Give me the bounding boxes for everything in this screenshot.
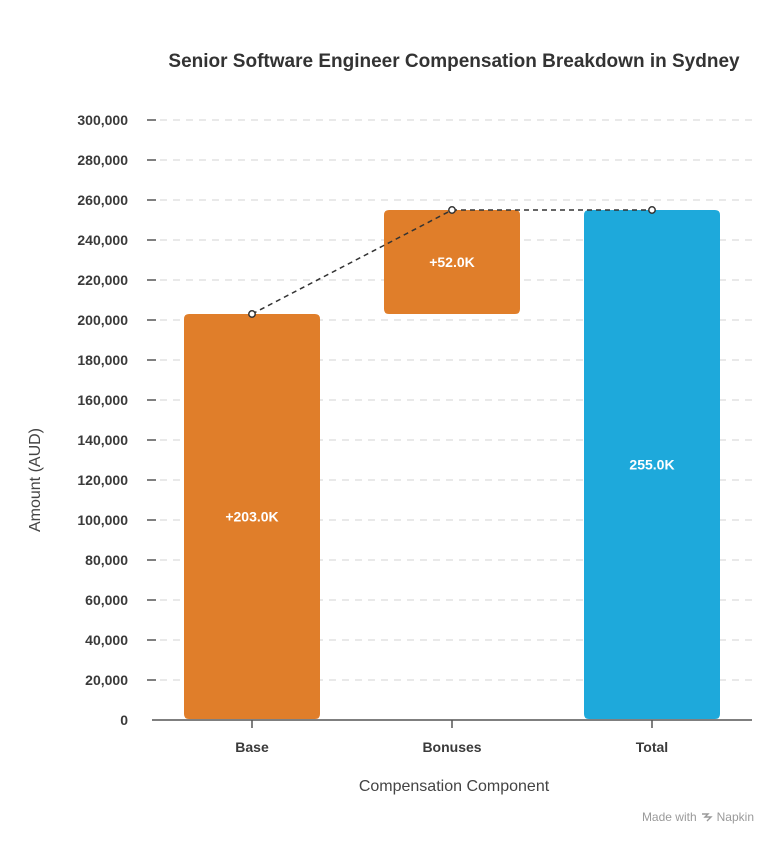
napkin-logo-icon: [701, 813, 713, 822]
bar-bonuses: [384, 210, 520, 314]
chart-title: Senior Software Engineer Compensation Br…: [168, 51, 740, 72]
y-tick-label: 260,000: [77, 192, 128, 208]
bar-base: [184, 314, 320, 719]
y-tick-label: 40,000: [85, 632, 128, 648]
y-tick-label: 140,000: [77, 432, 128, 448]
connector-line: [251, 209, 453, 315]
y-tick-label: 120,000: [77, 472, 128, 488]
bar-value-label: +203.0K: [225, 509, 278, 525]
x-tick-label: Base: [235, 739, 269, 755]
bar-total: [584, 210, 720, 719]
y-tick-label: 180,000: [77, 352, 128, 368]
y-tick-label: 220,000: [77, 272, 128, 288]
y-tick-label: 60,000: [85, 592, 128, 608]
y-tick-label: 100,000: [77, 512, 128, 528]
y-tick-label: 280,000: [77, 152, 128, 168]
y-tick-label: 20,000: [85, 672, 128, 688]
y-tick-label: 0: [120, 712, 128, 728]
x-tick-label: Total: [636, 739, 668, 755]
x-tick-label: Bonuses: [422, 739, 481, 755]
y-tick-label: 80,000: [85, 552, 128, 568]
x-axis: Base Bonuses Total: [235, 720, 668, 755]
watermark-text: Made with: [641, 810, 697, 824]
y-tick-label: 300,000: [77, 112, 128, 128]
bar-value-label: +52.0K: [429, 254, 475, 270]
y-tick-label: 240,000: [77, 232, 128, 248]
x-axis-title: Compensation Component: [359, 778, 550, 795]
bars: +203.0K +52.0K 255.0K: [184, 210, 720, 719]
y-axis: 0 20,000 40,000 60,000 80,000 100,000 120,000 1…: [77, 112, 156, 728]
connectors: [248, 206, 656, 318]
y-tick-label: 160,000: [77, 392, 128, 408]
connector-dot: [248, 310, 256, 318]
connector-dot: [448, 206, 456, 214]
bar-value-label: 255.0K: [629, 457, 674, 473]
watermark: Made with Napkin: [642, 810, 754, 824]
y-tick-label: 200,000: [77, 312, 128, 328]
y-axis-title: Amount (AUD): [27, 428, 44, 532]
watermark-brand: Napkin: [716, 810, 754, 824]
connector-dot: [648, 206, 656, 214]
